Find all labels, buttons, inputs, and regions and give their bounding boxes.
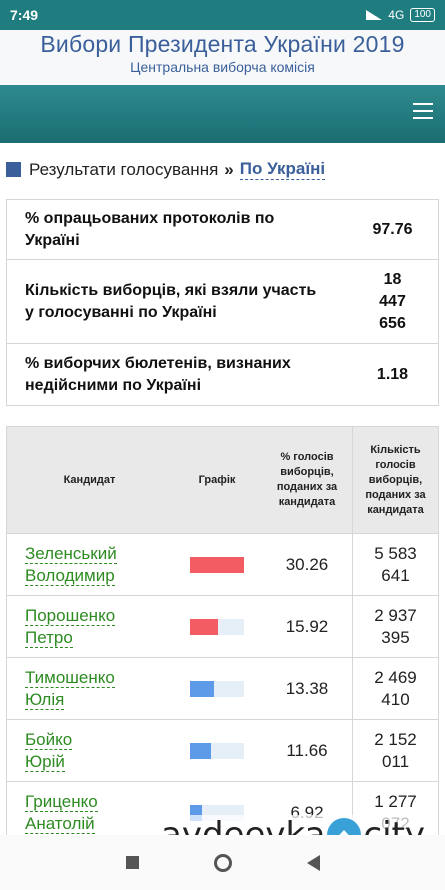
count-line: 5 583 [374,543,417,563]
breadcrumb-separator: » [224,159,234,179]
top-navbar [0,85,445,143]
count-line: 2 937 [374,605,417,625]
percent-cell: 13.38 [285,678,329,698]
count-line: 395 [381,627,410,647]
status-bar: 7:49 4G 100 [0,0,445,30]
summary-value-line: 18 [383,270,402,288]
candidate-name-line[interactable]: Гриценко [25,791,98,812]
candidate-cell: Гриценко Анатолій [7,782,172,835]
recent-apps-icon[interactable] [125,856,139,869]
page-title: Вибори Президента України 2019 [40,31,405,57]
breadcrumb: Результати голосування » По Україні [6,159,326,180]
bar-fill [190,556,244,573]
chart-cell [172,596,262,657]
chart-cell [172,720,262,781]
bar-track [190,742,244,759]
percent-cell: 30.26 [285,554,329,574]
chart-cell [172,534,262,595]
summary-value: 97.76 [372,220,413,238]
table-row: Порошенко Петро 15.92 2 937 395 [7,596,438,658]
count-line: 011 [381,751,410,771]
breadcrumb-current-link[interactable]: По Україні [239,159,326,180]
candidate-name-line[interactable]: Анатолій [25,813,95,834]
candidate-name-line[interactable]: Тимошенко [25,667,115,688]
battery-icon: 100 [410,8,435,22]
header-candidate: Кандидат [63,473,116,486]
candidate-name-line[interactable]: Юлія [25,689,65,710]
table-row: Зеленський Володимир 30.26 5 583 641 [7,534,438,596]
summary-label: Кількість виборців, які взяли участь у г… [25,281,317,321]
bar-fill [190,618,219,635]
bar-track [190,556,244,573]
bar-track [190,618,244,635]
count-line: 2 469 [374,667,417,687]
results-body: Зеленський Володимир 30.26 5 583 641 Порошенк… [7,534,438,835]
candidate-name-line[interactable]: Володимир [25,565,115,586]
summary-value-line: 447 [379,292,406,310]
header-chart: Графік [198,473,236,486]
count-line: 641 [381,565,410,585]
candidate-cell: Порошенко Петро [7,596,172,657]
page-subtitle: Центральна виборча комісія [130,59,315,75]
breadcrumb-section: Результати голосування [29,159,219,179]
summary-label: % опрацьованих протоколів по Україні [25,209,275,249]
candidate-name-line[interactable]: Порошенко [25,605,116,626]
summary-row: Кількість виборців, які взяли участь у г… [7,260,438,344]
candidate-name-line[interactable]: Юрій [25,751,65,772]
bar-fill [190,742,211,759]
home-icon[interactable] [213,853,232,872]
percent-cell: 15.92 [285,616,329,636]
system-nav-bar [0,835,445,890]
hamburger-menu-icon[interactable] [413,103,433,123]
header-percent: % голосів виборців, поданих за кандидата [276,451,338,508]
count-line: 410 [381,689,410,709]
status-time: 7:49 [10,7,39,23]
summary-label: % виборчих бюлетенів, визнаних недійсним… [25,354,291,394]
header-count: Кількість голосів виборців, поданих за к… [352,427,438,533]
chart-cell [172,658,262,719]
summary-value: 1.18 [376,365,409,383]
results-header: Кандидат Графік % голосів виборців, пода… [7,427,438,534]
table-row: Тимошенко Юлія 13.38 2 469 410 [7,658,438,720]
candidate-name-line[interactable]: Петро [25,627,73,648]
results-table: Кандидат Графік % голосів виборців, пода… [6,426,439,835]
candidate-name-line[interactable]: Зеленський [25,543,117,564]
count-line: 2 152 [374,729,417,749]
count-cell: 5 583 641 [352,534,438,595]
summary-table: % опрацьованих протоколів по Україні 97.… [6,199,439,406]
count-line: 1 277 [374,791,417,811]
count-cell: 2 469 410 [352,658,438,719]
signal-icon [366,10,383,20]
bar-fill [190,680,214,697]
status-indicators: 4G 100 [366,8,435,22]
candidate-cell: Зеленський Володимир [7,534,172,595]
network-type: 4G [388,8,405,22]
main-content: Результати голосування » По Україні % оп… [0,143,445,835]
count-cell: 2 152 011 [352,720,438,781]
percent-cell: 11.66 [286,740,328,760]
candidate-name-line[interactable]: Бойко [25,729,73,750]
summary-row: % опрацьованих протоколів по Україні 97.… [7,200,438,260]
candidate-cell: Бойко Юрій [7,720,172,781]
summary-value-line: 656 [379,314,406,332]
square-bullet-icon [6,162,21,177]
table-row: Бойко Юрій 11.66 2 152 011 [7,720,438,782]
count-cell: 2 937 395 [352,596,438,657]
site-header: Вибори Президента України 2019 Центральн… [0,30,445,85]
summary-row: % виборчих бюлетенів, визнаних недійсним… [7,344,438,405]
summary-value: 18 447 656 [347,260,438,343]
candidate-cell: Тимошенко Юлія [7,658,172,719]
back-icon[interactable] [306,854,320,871]
bar-track [190,680,244,697]
